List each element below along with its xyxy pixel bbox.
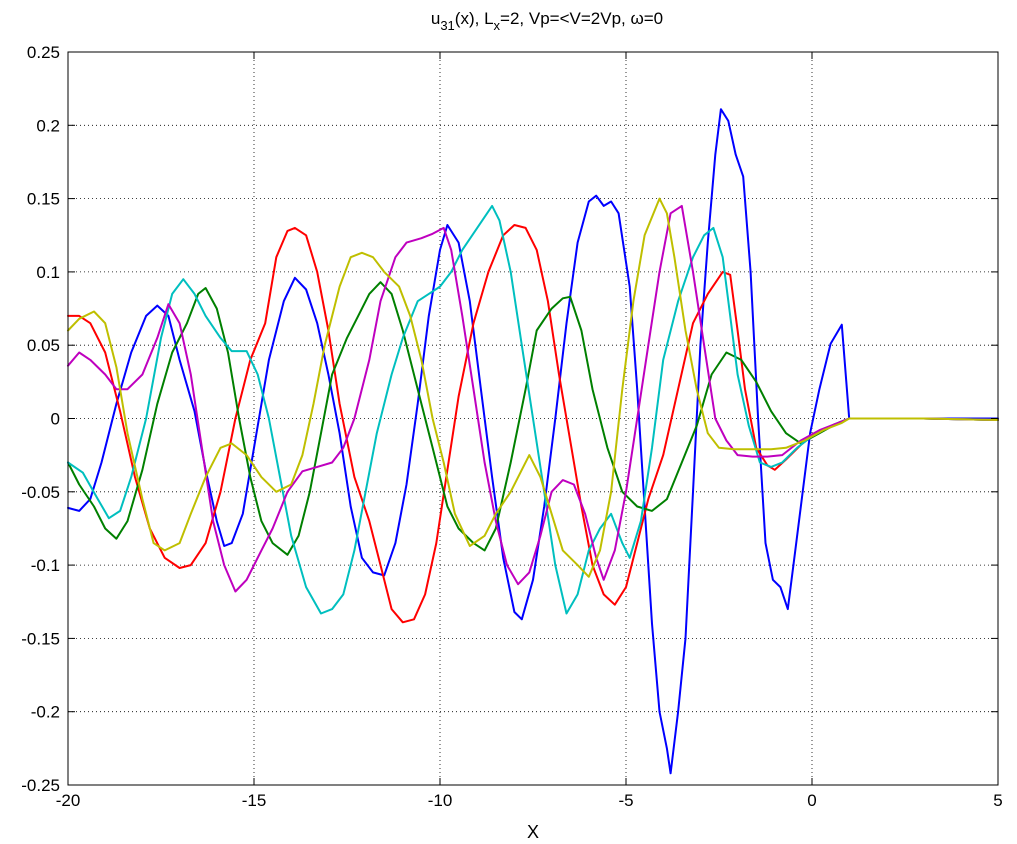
y-tick-label: -0.25: [21, 776, 60, 795]
title-rest1: (x), L: [455, 9, 494, 28]
y-tick-label: -0.15: [21, 629, 60, 648]
chart-title: u31(x), Lx=2, Vp=<V=2Vp, ω=0: [431, 9, 663, 33]
y-tick-label: -0.2: [31, 703, 60, 722]
series-line-2: [67, 224, 999, 624]
series-group: [67, 108, 999, 775]
x-tick-label: 0: [807, 791, 816, 810]
y-tick-label: -0.1: [31, 556, 60, 575]
y-tick-label: -0.05: [21, 483, 60, 502]
y-tick-label: 0.2: [36, 116, 60, 135]
y-tick-label: 0: [51, 410, 60, 429]
x-tick-label: -5: [618, 791, 633, 810]
series-line-5: [67, 204, 999, 593]
y-tick-label: 0.05: [27, 336, 60, 355]
series-line-4: [67, 204, 999, 615]
y-tick-label: 0.1: [36, 263, 60, 282]
x-axis-label: X: [527, 822, 539, 842]
series-line-6: [67, 197, 999, 578]
x-tick-label: -10: [428, 791, 453, 810]
x-tick-label: 5: [993, 791, 1002, 810]
ticks: [67, 51, 999, 786]
tick-labels: -20 -15 -10 -5 0 5 -0.25 -0.2 -0.15 -0.1 -0.05 0 0.0…: [21, 43, 1002, 810]
y-tick-label: 0.15: [27, 190, 60, 209]
x-tick-label: -15: [242, 791, 267, 810]
y-tick-label: 0.25: [27, 43, 60, 62]
series-line-1: [67, 108, 999, 775]
title-rest1-subscript: x: [494, 18, 501, 33]
x-tick-label: -20: [56, 791, 81, 810]
series-line-3: [67, 281, 999, 556]
title-main-subscript: 31: [440, 18, 454, 33]
title-main: u: [431, 9, 440, 28]
title-rest2: =2, Vp=<V=2Vp, ω=0: [500, 9, 663, 28]
